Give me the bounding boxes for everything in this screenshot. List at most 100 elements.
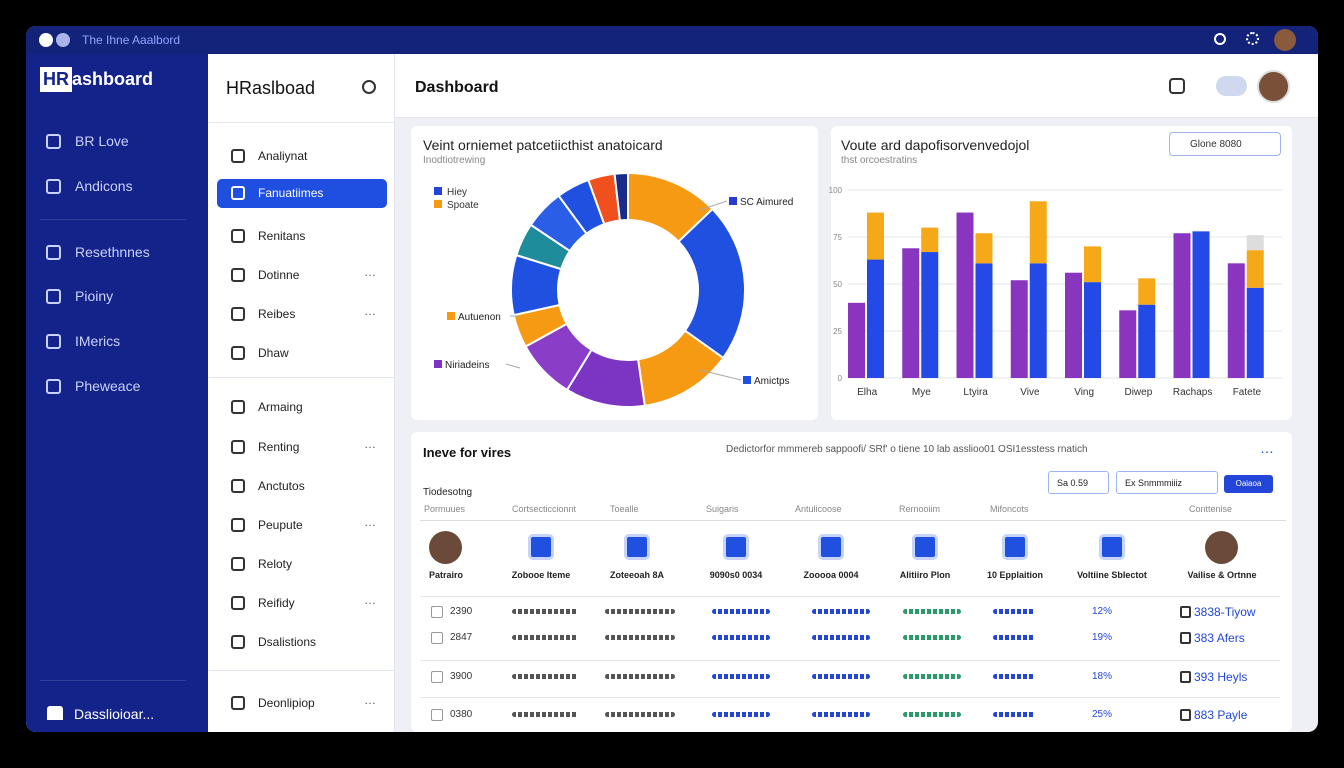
cell-bar bbox=[605, 712, 675, 717]
cell-bar bbox=[605, 674, 675, 679]
bar bbox=[1119, 310, 1137, 378]
bar bbox=[1138, 278, 1156, 305]
more-icon: … bbox=[364, 593, 377, 607]
more-icon: … bbox=[364, 304, 377, 318]
top-bar bbox=[26, 26, 1318, 54]
subnav-item[interactable]: Peupute bbox=[258, 518, 303, 532]
cell-bar bbox=[993, 609, 1035, 614]
divider bbox=[420, 520, 1286, 521]
bar bbox=[867, 259, 884, 378]
button[interactable]: Oaiaoa bbox=[1224, 475, 1273, 493]
bar bbox=[956, 212, 974, 378]
annotation: Niriadeins bbox=[445, 360, 489, 371]
subnav-item[interactable]: Analiynat bbox=[258, 149, 308, 163]
bar bbox=[1246, 287, 1264, 378]
y-tick-label: 0 bbox=[838, 374, 843, 383]
subnav-item[interactable]: Renitans bbox=[258, 229, 306, 243]
divider bbox=[420, 596, 1280, 597]
y-tick-label: 75 bbox=[833, 233, 842, 242]
subnav-item[interactable]: Fanuatiimes bbox=[258, 186, 324, 200]
x-tick-label: Mye bbox=[912, 387, 931, 398]
subnav-icon bbox=[231, 479, 245, 493]
subnav-icon bbox=[231, 635, 245, 649]
legend-label: Spoate bbox=[447, 200, 479, 211]
nav-footer: Dasslioioar... bbox=[74, 706, 155, 722]
row-pct: 12% bbox=[1092, 606, 1113, 617]
nav-icon bbox=[46, 245, 61, 260]
row-pct: 25% bbox=[1092, 709, 1113, 720]
card-subtitle: thst orcoestratins bbox=[841, 155, 918, 166]
cell-bar bbox=[712, 635, 770, 640]
subnav-item[interactable]: Deonlipiop bbox=[258, 696, 315, 710]
row-icon bbox=[1180, 632, 1191, 644]
subnav-icon bbox=[231, 149, 245, 163]
checkbox[interactable] bbox=[431, 606, 443, 618]
avatar bbox=[1257, 70, 1290, 103]
filter[interactable]: Sa 0.59 bbox=[1048, 471, 1109, 494]
nav-icon bbox=[46, 334, 61, 349]
bar bbox=[1227, 263, 1245, 378]
checkbox[interactable] bbox=[431, 671, 443, 683]
subnav-item[interactable]: Reibes bbox=[258, 307, 296, 321]
divider bbox=[208, 377, 395, 378]
subnav-item[interactable]: Reloty bbox=[258, 557, 293, 571]
card-title: Veint orniemet patcetiicthist anatoicard bbox=[423, 137, 663, 153]
subnav-icon bbox=[362, 80, 376, 94]
card-label: 9090s0 0034 bbox=[709, 570, 763, 580]
column-header: Toealle bbox=[610, 504, 639, 514]
subnav-item[interactable]: Dotinne bbox=[258, 268, 300, 282]
bar bbox=[1029, 263, 1047, 378]
brand-prefix: HR bbox=[40, 67, 72, 92]
header bbox=[395, 54, 1318, 118]
subnav-item[interactable]: Anctutos bbox=[258, 479, 305, 493]
column-header: Mifoncots bbox=[990, 504, 1029, 514]
toggle bbox=[1216, 76, 1247, 96]
cell-bar bbox=[512, 712, 578, 717]
subnav-icon bbox=[231, 557, 245, 571]
subnav-item[interactable]: Reifidy bbox=[258, 596, 295, 610]
bar bbox=[975, 263, 993, 378]
card-icon bbox=[1002, 534, 1028, 560]
cell-bar bbox=[605, 609, 675, 614]
nav-item: Pioiny bbox=[75, 288, 114, 304]
subnav-icon bbox=[231, 229, 245, 243]
dropdown[interactable]: Glone 8080 bbox=[1169, 132, 1281, 156]
nav-icon bbox=[46, 289, 61, 304]
card-icon bbox=[723, 534, 749, 560]
subnav-item[interactable]: Renting bbox=[258, 440, 300, 454]
filter[interactable]: Ex Snmmmiiiz bbox=[1116, 471, 1218, 494]
more-icon: … bbox=[364, 265, 377, 279]
subnav-icon bbox=[231, 696, 245, 710]
checkbox[interactable] bbox=[431, 632, 443, 644]
row-id: 2847 bbox=[450, 632, 473, 643]
nav-item: Andicons bbox=[75, 178, 133, 194]
bar bbox=[1065, 272, 1082, 378]
nav-divider bbox=[40, 680, 186, 681]
bar bbox=[1246, 235, 1264, 251]
subnav-active[interactable] bbox=[217, 179, 387, 208]
subnav-icon bbox=[231, 596, 245, 610]
card-icon bbox=[624, 534, 650, 560]
y-tick-label: 100 bbox=[829, 186, 843, 195]
subnav-item[interactable]: Armaing bbox=[258, 400, 303, 414]
checkbox[interactable] bbox=[431, 709, 443, 721]
card-title: Voute ard dapofisorvenvedojol bbox=[841, 137, 1030, 153]
donut-segment bbox=[613, 171, 629, 222]
row-name: 383 Afers bbox=[1194, 631, 1245, 645]
bar bbox=[1029, 201, 1047, 264]
nav-divider bbox=[40, 219, 186, 220]
subnav-item[interactable]: Dsalistions bbox=[258, 635, 317, 649]
overlay: Hiey Spoate SC Aimured Autuenon Niriadeins Am… bbox=[434, 171, 1282, 408]
divider bbox=[420, 697, 1280, 698]
cell-bar bbox=[812, 635, 870, 640]
cell-bar bbox=[605, 635, 675, 640]
subnav-item[interactable]: Dhaw bbox=[258, 346, 289, 360]
card-label: Zooooa 0004 bbox=[803, 570, 859, 580]
logo-dot bbox=[56, 33, 70, 47]
annotation-swatch bbox=[729, 197, 737, 205]
nav-icon bbox=[46, 179, 61, 194]
cell-bar bbox=[993, 674, 1035, 679]
x-tick-label: Ltyira bbox=[963, 387, 988, 398]
cell-bar bbox=[993, 635, 1035, 640]
workspace-title: The Ihne Aaalbord bbox=[82, 33, 181, 47]
